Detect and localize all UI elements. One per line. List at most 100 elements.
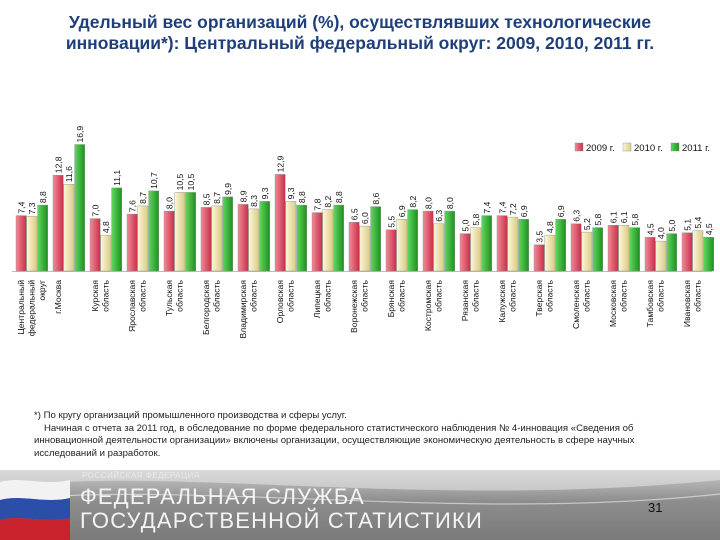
- data-label: 4,8: [545, 221, 555, 233]
- data-label: 5,0: [667, 219, 677, 231]
- data-label: 8,8: [297, 191, 307, 203]
- category-label: Ярославская: [127, 280, 137, 332]
- data-label: 6,1: [608, 211, 618, 223]
- category-label: Брянская: [386, 280, 396, 318]
- category-label: Тамбовская: [645, 280, 655, 328]
- data-label: 10,5: [186, 173, 196, 190]
- data-label: 8,5: [201, 193, 211, 205]
- data-label: 5,5: [386, 216, 396, 228]
- data-label: 4,0: [656, 227, 666, 239]
- category-label: область: [138, 279, 148, 311]
- data-label: 9,3: [260, 187, 270, 199]
- data-label: 7,4: [482, 201, 492, 213]
- bar-2009г-18: [681, 232, 693, 272]
- category-label: область: [656, 279, 666, 311]
- category-label: Калужская: [497, 280, 507, 323]
- data-label: 12,8: [53, 156, 63, 173]
- bar-2010г-4: [174, 192, 186, 272]
- data-label: 4,5: [645, 223, 655, 235]
- bar-2010г-18: [692, 230, 704, 272]
- category-label: область: [619, 279, 629, 311]
- data-label: 6,0: [360, 212, 370, 224]
- bar-2009г-9: [348, 222, 360, 272]
- category-label: Липецкая: [312, 280, 322, 319]
- data-label: 7,6: [127, 200, 137, 212]
- page-number: 31: [648, 500, 663, 515]
- footnote: *) По кругу организаций промышленного пр…: [34, 410, 684, 460]
- bar-2009г-16: [607, 225, 619, 272]
- bar-2009г-0: [15, 215, 27, 272]
- bar-2010г-7: [285, 201, 297, 272]
- bar-2010г-15: [581, 231, 593, 272]
- title-line-1: Удельный вес организаций (%), осуществля…: [68, 12, 652, 32]
- bar-2011г-7: [296, 204, 308, 272]
- data-label: 8,8: [38, 191, 48, 203]
- bar-2009г-6: [237, 204, 249, 272]
- legend-label: 2011 г.: [682, 143, 710, 154]
- data-label: 8,0: [164, 197, 174, 209]
- category-label: Курская: [90, 280, 100, 312]
- data-label: 12,9: [275, 155, 285, 172]
- bar-2010г-1: [63, 183, 75, 272]
- footnote-line-4: исследований и разработок.: [34, 447, 161, 459]
- data-label: 9,9: [223, 183, 233, 195]
- category-label: область: [545, 279, 555, 311]
- data-label: 7,4: [497, 201, 507, 213]
- category-label: Центральный: [16, 280, 26, 335]
- category-label: Рязанская: [460, 280, 470, 322]
- data-label: 16,9: [75, 126, 85, 143]
- data-label: 8,3: [249, 195, 259, 207]
- bar-2011г-14: [555, 219, 566, 272]
- data-label: 8,2: [408, 195, 418, 207]
- category-label: Костромская: [423, 280, 433, 332]
- bar-2011г-18: [703, 237, 714, 272]
- category-label: Ивановская: [682, 280, 692, 327]
- data-label: 5,4: [693, 216, 703, 228]
- bar-2011г-3: [148, 190, 160, 272]
- bar-2011г-10: [407, 209, 419, 272]
- agency-name-line-2: ГОСУДАРСТВЕННОЙ СТАТИСТИКИ: [80, 508, 483, 533]
- category-label: Владимирская: [238, 280, 248, 339]
- bar-2009г-15: [570, 223, 582, 272]
- footnote-line-2: Начиная с отчета за 2011 год, в обследов…: [44, 422, 634, 434]
- bar-2010г-17: [655, 240, 667, 272]
- chart-title: Удельный вес организаций (%), осуществля…: [20, 12, 700, 54]
- bar-2011г-4: [185, 192, 197, 272]
- bar-2009г-7: [274, 174, 286, 272]
- data-label: 11,1: [112, 170, 122, 186]
- category-label: область: [471, 279, 481, 311]
- data-label: 7,2: [508, 203, 518, 215]
- category-label: область: [323, 279, 333, 311]
- bar-2011г-12: [481, 215, 493, 272]
- bar-2011г-6: [259, 201, 271, 272]
- category-label: Белгородская: [201, 280, 211, 335]
- bar-2010г-6: [248, 208, 260, 272]
- data-label: 6,3: [434, 210, 444, 222]
- bar-2011г-8: [333, 204, 345, 272]
- data-label: 7,4: [16, 201, 26, 213]
- category-label: Орловская: [275, 280, 285, 324]
- bar-2010г-14: [544, 234, 556, 272]
- data-label: 8,2: [323, 195, 333, 207]
- bar-2009г-14: [533, 244, 545, 272]
- bar-2011г-17: [666, 233, 677, 272]
- bar-2009г-12: [459, 233, 471, 272]
- data-label: 8,9: [238, 190, 248, 202]
- bar-2011г-0: [37, 204, 48, 272]
- data-label: 9,3: [286, 187, 296, 199]
- category-label: Тульская: [164, 280, 174, 316]
- bar-2011г-13: [518, 219, 529, 272]
- data-label: 8,6: [371, 192, 381, 204]
- data-label: 10,5: [175, 173, 185, 190]
- legend-label: 2010 г.: [634, 143, 663, 154]
- bar-2010г-13: [507, 216, 519, 272]
- bar-2009г-4: [163, 210, 175, 272]
- bar-2010г-9: [359, 225, 371, 272]
- data-label: 6,9: [556, 205, 566, 217]
- bar-2009г-8: [311, 212, 323, 272]
- category-label: область: [249, 279, 259, 311]
- bar-2010г-10: [396, 219, 408, 272]
- legend-swatch: [670, 142, 680, 152]
- data-label: 7,0: [90, 204, 100, 216]
